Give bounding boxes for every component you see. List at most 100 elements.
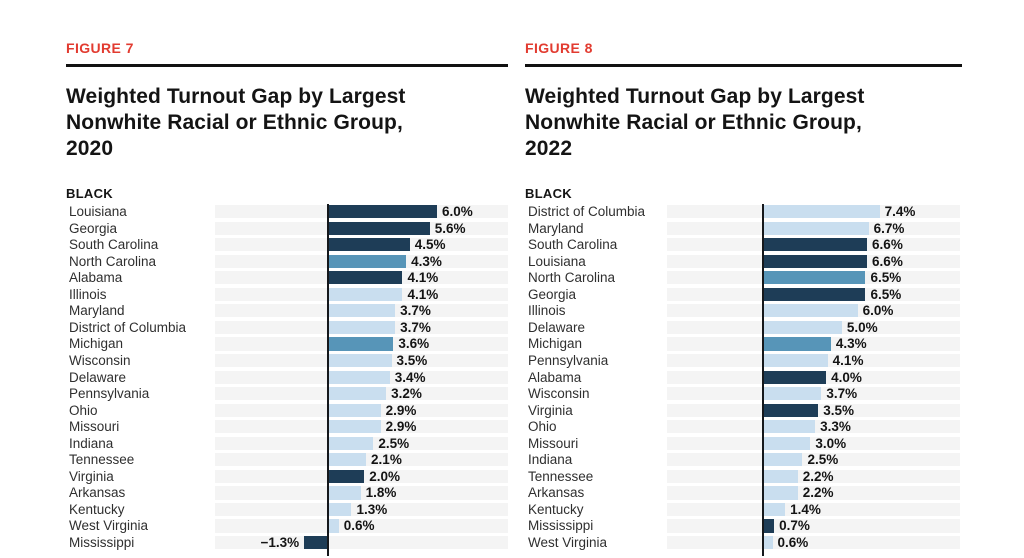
zero-axis-line (326, 204, 329, 556)
value-label: 3.3% (820, 419, 851, 435)
figure-7-group-heading: BLACK (66, 186, 113, 201)
bar-track (667, 436, 960, 450)
state-label: Delaware (528, 319, 586, 335)
chart-row: Louisiana 6.6% (525, 254, 962, 271)
state-label: District of Columbia (69, 319, 187, 335)
bar-track (215, 502, 508, 517)
state-label: North Carolina (528, 270, 616, 286)
figure-7-title-line-3: 2020 (66, 137, 114, 160)
bar (327, 420, 381, 434)
bar (327, 436, 374, 450)
state-label: Kentucky (528, 501, 584, 517)
value-label: 6.5% (870, 286, 902, 302)
bar (327, 519, 339, 533)
state-label: Ohio (528, 419, 557, 435)
state-label: Louisiana (528, 253, 586, 269)
value-label: −1.3% (260, 535, 300, 550)
value-label: 4.1% (407, 270, 439, 286)
state-label: Missouri (69, 419, 120, 435)
bar-track (667, 486, 960, 500)
value-label: 4.3% (835, 336, 867, 352)
figure-7-title-line-2: Nonwhite Racial or Ethnic Group, (66, 111, 403, 134)
value-label: 3.6% (398, 336, 430, 352)
state-label: Kentucky (69, 501, 125, 517)
state-label: Indiana (69, 435, 114, 451)
chart-row: Missouri 2.9% (66, 419, 508, 436)
state-label: West Virginia (528, 535, 608, 550)
value-label: 4.1% (407, 286, 439, 302)
bar (327, 353, 392, 368)
bar (763, 304, 858, 318)
figure-8: FIGURE 8 Weighted Turnout Gap by Largest… (525, 0, 962, 558)
bar (327, 502, 352, 517)
state-label: South Carolina (528, 237, 618, 253)
figure-8-divider (525, 64, 962, 67)
value-label: 2.9% (385, 402, 417, 418)
value-label: 5.0% (846, 319, 878, 335)
value-label: 5.6% (434, 220, 466, 236)
chart-row: West Virginia 0.6% (66, 518, 508, 535)
value-label: 2.2% (802, 468, 834, 484)
chart-row: Alabama 4.1% (66, 270, 508, 287)
bar (763, 453, 803, 467)
bar (327, 254, 407, 268)
state-label: Mississippi (528, 518, 594, 534)
bar (327, 387, 387, 401)
figure-8-title-line-3: 2022 (525, 137, 573, 160)
chart-row: South Carolina 4.5% (66, 237, 508, 254)
chart-row: Tennessee 2.2% (525, 469, 962, 486)
bar (763, 436, 811, 450)
bar-track (667, 502, 960, 517)
bar (763, 353, 828, 368)
state-label: Georgia (528, 286, 577, 302)
value-label: 4.3% (411, 253, 442, 269)
state-label: Maryland (69, 303, 125, 319)
state-label: Pennsylvania (528, 352, 609, 368)
chart-row: District of Columbia 7.4% (525, 204, 962, 221)
bar (763, 469, 798, 483)
chart-row: West Virginia 0.6% (525, 535, 962, 552)
state-label: Georgia (69, 220, 118, 236)
chart-row: Illinois 4.1% (66, 287, 508, 304)
state-label: Arkansas (528, 485, 585, 501)
chart-row: Ohio 2.9% (66, 403, 508, 420)
bar (327, 403, 381, 417)
value-label: 2.0% (369, 468, 400, 484)
value-label: 1.4% (790, 501, 821, 517)
value-label: 3.5% (396, 352, 428, 368)
bar (327, 287, 403, 301)
bar (327, 370, 390, 384)
value-label: 6.0% (862, 303, 894, 319)
state-label: Maryland (528, 220, 584, 236)
chart-row: Maryland 6.7% (525, 221, 962, 238)
bar-track (215, 486, 508, 500)
figure-8-label: FIGURE 8 (525, 40, 593, 56)
chart-row: Illinois 6.0% (525, 303, 962, 320)
figure-7-title-line-1: Weighted Turnout Gap by Largest (66, 85, 406, 108)
chart-row: Tennessee 2.1% (66, 452, 508, 469)
chart-row: Indiana 2.5% (525, 452, 962, 469)
chart-row: Delaware 3.4% (66, 370, 508, 387)
state-label: Illinois (528, 303, 566, 319)
value-label: 6.5% (870, 270, 902, 286)
chart-row: Virginia 3.5% (525, 403, 962, 420)
chart-row: Louisiana 6.0% (66, 204, 508, 221)
state-label: Pennsylvania (69, 386, 150, 402)
bar (327, 205, 438, 219)
value-label: 2.5% (378, 435, 410, 451)
chart-row: Wisconsin 3.7% (525, 386, 962, 403)
bar (327, 271, 403, 285)
bar (763, 387, 822, 401)
value-label: 4.1% (832, 352, 864, 368)
chart-row: North Carolina 6.5% (525, 270, 962, 287)
chart-row: Maryland 3.7% (66, 303, 508, 320)
bar (763, 221, 869, 235)
value-label: 0.6% (777, 535, 809, 550)
value-label: 7.4% (884, 204, 916, 219)
chart-row: District of Columbia 3.7% (66, 320, 508, 337)
value-label: 3.2% (391, 386, 422, 402)
state-label: Tennessee (528, 468, 594, 484)
bar (763, 287, 866, 301)
bar-track (667, 536, 960, 550)
